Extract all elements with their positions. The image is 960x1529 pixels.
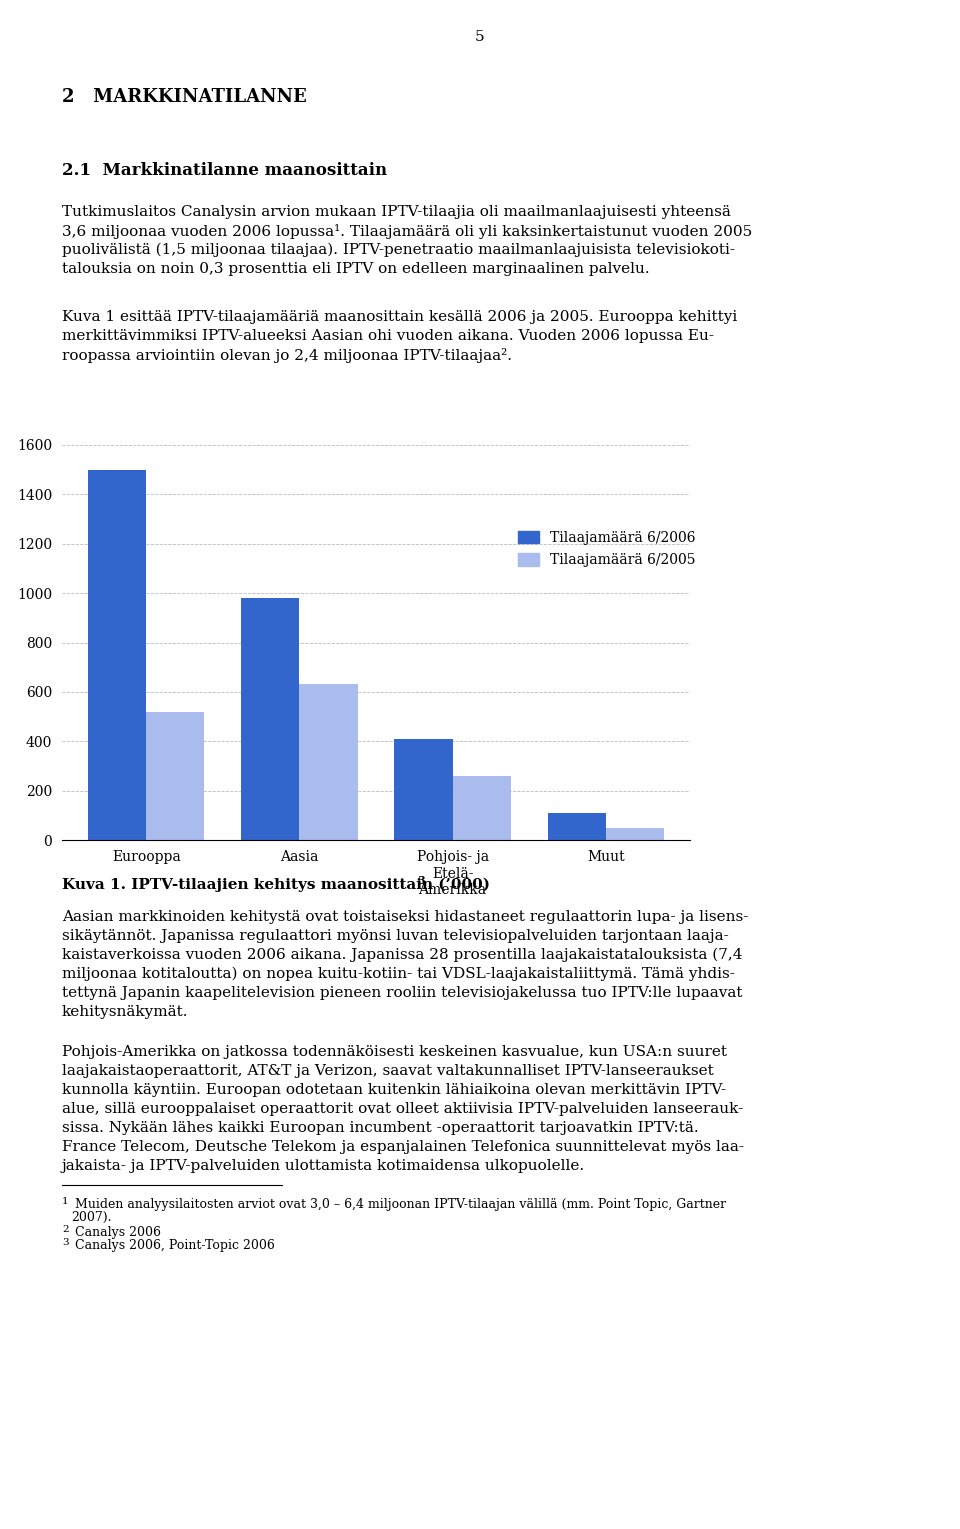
Text: Kuva 1 esittää IPTV-tilaajamääriä maanosittain kesällä 2006 ja 2005. Eurooppa ke: Kuva 1 esittää IPTV-tilaajamääriä maanos… bbox=[62, 310, 737, 324]
Text: roopassa arviointiin olevan jo 2,4 miljoonaa IPTV-tilaajaa².: roopassa arviointiin olevan jo 2,4 miljo… bbox=[62, 349, 512, 362]
Text: France Telecom, Deutsche Telekom ja espanjalainen Telefonica suunnittelevat myös: France Telecom, Deutsche Telekom ja espa… bbox=[62, 1141, 744, 1154]
Text: 2.1  Markkinatilanne maanosittain: 2.1 Markkinatilanne maanosittain bbox=[62, 162, 387, 179]
Text: kunnolla käyntiin. Euroopan odotetaan kuitenkin lähiaikoina olevan merkittävin I: kunnolla käyntiin. Euroopan odotetaan ku… bbox=[62, 1083, 726, 1096]
Bar bbox=[547, 813, 606, 839]
Text: Canalys 2006, Point-Topic 2006: Canalys 2006, Point-Topic 2006 bbox=[71, 1238, 275, 1252]
Text: alue, sillä eurooppalaiset operaattorit ovat olleet aktiivisia IPTV-palveluiden : alue, sillä eurooppalaiset operaattorit … bbox=[62, 1102, 743, 1116]
Text: Canalys 2006: Canalys 2006 bbox=[71, 1226, 161, 1238]
Text: sikäytännöt. Japanissa regulaattori myönsi luvan televisiopalveluiden tarjontaan: sikäytännöt. Japanissa regulaattori myön… bbox=[62, 930, 729, 943]
Bar bbox=[241, 598, 300, 839]
Text: 3: 3 bbox=[62, 1238, 68, 1248]
Bar bbox=[300, 685, 358, 839]
Text: merkittävimmiksi IPTV-alueeksi Aasian ohi vuoden aikana. Vuoden 2006 lopussa Eu-: merkittävimmiksi IPTV-alueeksi Aasian oh… bbox=[62, 329, 714, 342]
Text: sissa. Nykään lähes kaikki Euroopan incumbent -operaattorit tarjoavatkin IPTV:tä: sissa. Nykään lähes kaikki Euroopan incu… bbox=[62, 1121, 699, 1135]
Text: 2007).: 2007). bbox=[71, 1211, 111, 1225]
Text: 3,6 miljoonaa vuoden 2006 lopussa¹. Tilaajamäärä oli yli kaksinkertaistunut vuod: 3,6 miljoonaa vuoden 2006 lopussa¹. Tila… bbox=[62, 225, 753, 239]
Bar bbox=[452, 775, 511, 839]
Text: Pohjois-Amerikka on jatkossa todennäköisesti keskeinen kasvualue, kun USA:n suur: Pohjois-Amerikka on jatkossa todennäköis… bbox=[62, 1044, 727, 1060]
Bar bbox=[606, 827, 664, 839]
Text: kaistaverkoissa vuoden 2006 aikana. Japanissa 28 prosentilla laajakaistatalouksi: kaistaverkoissa vuoden 2006 aikana. Japa… bbox=[62, 948, 742, 962]
Text: Muiden analyysilaitosten arviot ovat 3,0 – 6,4 miljoonan IPTV-tilaajan välillä (: Muiden analyysilaitosten arviot ovat 3,0… bbox=[71, 1199, 726, 1211]
Text: kehitysnäkymät.: kehitysnäkymät. bbox=[62, 1005, 188, 1018]
Text: Tutkimuslaitos Canalysin arvion mukaan IPTV-tilaajia oli maailmanlaajuisesti yht: Tutkimuslaitos Canalysin arvion mukaan I… bbox=[62, 205, 731, 219]
Text: puolivälistä (1,5 miljoonaa tilaajaa). IPTV-penetraatio maailmanlaajuisista tele: puolivälistä (1,5 miljoonaa tilaajaa). I… bbox=[62, 243, 735, 257]
Text: jakaista- ja IPTV-palveluiden ulottamista kotimaidensa ulkopuolelle.: jakaista- ja IPTV-palveluiden ulottamist… bbox=[62, 1159, 586, 1173]
Text: Aasian markkinoiden kehitystä ovat toistaiseksi hidastaneet regulaattorin lupa- : Aasian markkinoiden kehitystä ovat toist… bbox=[62, 910, 749, 924]
Text: tettynä Japanin kaapelitelevision pieneen rooliin televisiojakelussa tuo IPTV:ll: tettynä Japanin kaapelitelevision pienee… bbox=[62, 986, 742, 1000]
Text: 1: 1 bbox=[62, 1197, 68, 1206]
Text: 2   MARKKINATILANNE: 2 MARKKINATILANNE bbox=[62, 89, 307, 106]
Bar bbox=[146, 711, 204, 839]
Text: laajakaistaoperaattorit, AT&T ja Verizon, saavat valtakunnalliset IPTV-lanseerau: laajakaistaoperaattorit, AT&T ja Verizon… bbox=[62, 1064, 713, 1078]
Legend: Tilaajamäärä 6/2006, Tilaajamäärä 6/2005: Tilaajamäärä 6/2006, Tilaajamäärä 6/2005 bbox=[518, 531, 696, 567]
Bar bbox=[395, 739, 452, 839]
Text: 2: 2 bbox=[62, 1225, 68, 1234]
Bar bbox=[88, 469, 146, 839]
Text: 3: 3 bbox=[417, 875, 424, 885]
Text: miljoonaa kotitaloutta) on nopea kuitu-kotiin- tai VDSL-laajakaistaliittymä. Täm: miljoonaa kotitaloutta) on nopea kuitu-k… bbox=[62, 966, 734, 982]
Text: talouksia on noin 0,3 prosenttia eli IPTV on edelleen marginaalinen palvelu.: talouksia on noin 0,3 prosenttia eli IPT… bbox=[62, 261, 650, 277]
Text: 5: 5 bbox=[475, 31, 485, 44]
Text: Kuva 1. IPTV-tilaajien kehitys maanosittain (’000): Kuva 1. IPTV-tilaajien kehitys maanositt… bbox=[62, 878, 490, 893]
